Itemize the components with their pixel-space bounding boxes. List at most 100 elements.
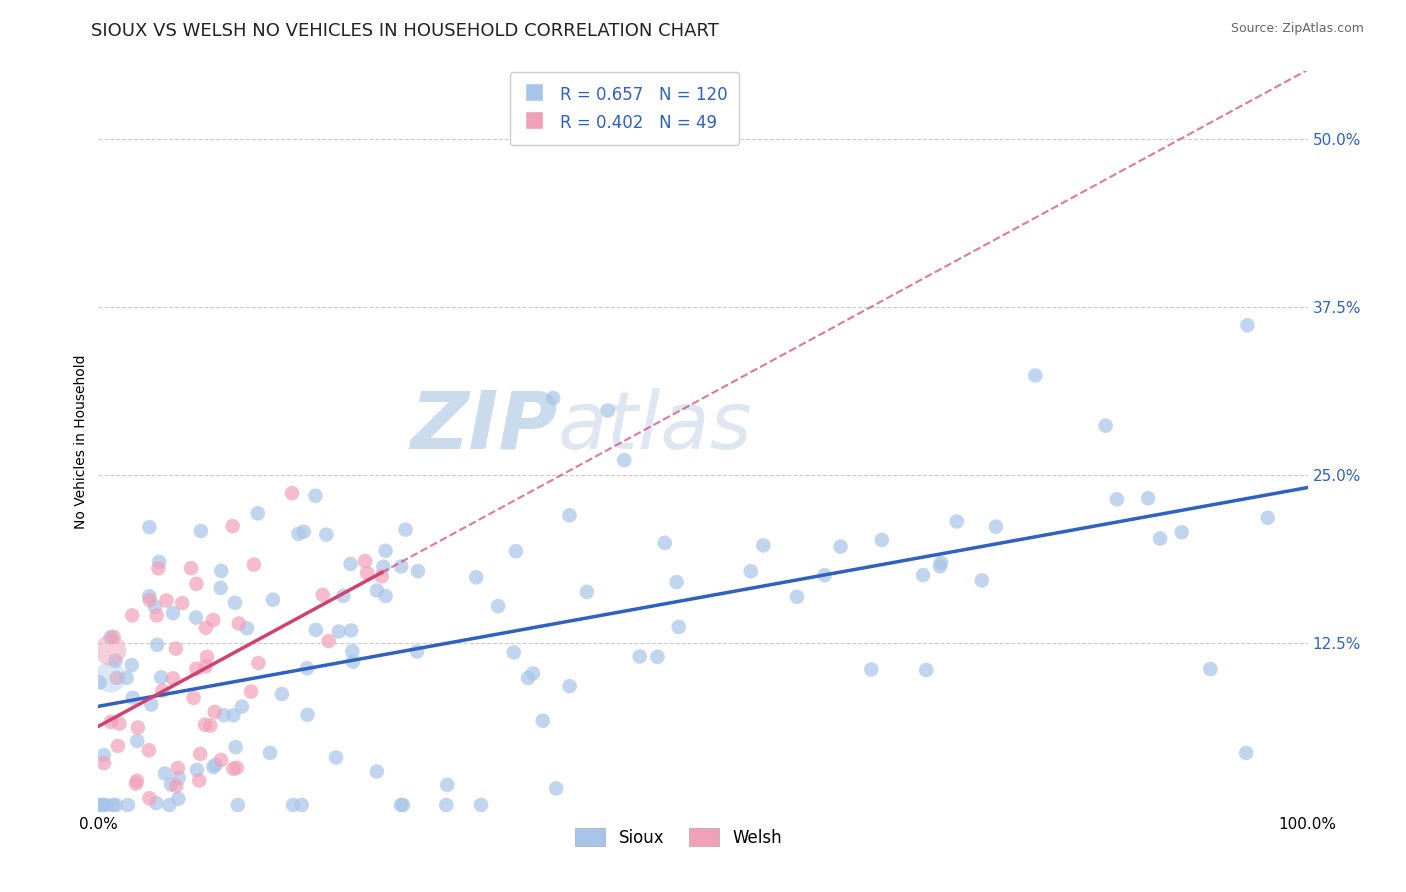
Point — [339, 557, 361, 571]
Point — [228, 616, 250, 631]
Point — [406, 644, 429, 658]
Point — [225, 761, 247, 775]
Point — [188, 747, 211, 761]
Point — [148, 561, 170, 575]
Point — [93, 797, 115, 812]
Point — [172, 596, 194, 610]
Point — [291, 797, 314, 812]
Text: ZIP: ZIP — [411, 388, 558, 466]
Point — [209, 564, 232, 578]
Point — [167, 771, 190, 785]
Point — [328, 624, 350, 639]
Point — [531, 714, 554, 728]
Point — [89, 797, 111, 812]
Point — [436, 778, 458, 792]
Point — [204, 705, 226, 719]
Point — [287, 527, 309, 541]
Point — [325, 750, 347, 764]
Point — [984, 519, 1007, 533]
Point — [101, 797, 124, 812]
Point — [138, 520, 160, 534]
Point — [138, 743, 160, 757]
Point — [141, 698, 163, 712]
Point — [305, 623, 328, 637]
Point — [392, 797, 415, 812]
Point — [502, 645, 524, 659]
Point — [465, 570, 488, 584]
Point — [354, 554, 377, 568]
Point — [546, 781, 568, 796]
Point — [186, 662, 208, 676]
Point — [240, 684, 263, 698]
Point — [929, 556, 952, 570]
Point — [929, 559, 952, 574]
Point — [262, 592, 284, 607]
Point — [204, 757, 226, 772]
Point — [356, 566, 378, 580]
Point — [188, 773, 211, 788]
Point — [613, 453, 636, 467]
Point — [226, 797, 249, 812]
Point — [575, 585, 598, 599]
Point — [312, 588, 335, 602]
Point — [318, 634, 340, 648]
Point — [160, 778, 183, 792]
Point — [1137, 491, 1160, 506]
Point — [115, 671, 138, 685]
Point — [366, 583, 388, 598]
Point — [374, 589, 396, 603]
Point — [222, 762, 245, 776]
Point — [558, 508, 581, 523]
Point — [150, 670, 173, 684]
Point — [373, 559, 395, 574]
Point — [146, 638, 169, 652]
Point — [665, 574, 688, 589]
Point — [915, 663, 938, 677]
Point — [389, 797, 412, 812]
Point — [165, 641, 187, 656]
Point — [522, 666, 544, 681]
Point — [222, 708, 245, 723]
Point — [814, 568, 837, 582]
Point — [127, 734, 149, 748]
Text: atlas: atlas — [558, 388, 752, 466]
Point — [1024, 368, 1046, 383]
Point — [1234, 746, 1257, 760]
Point — [406, 564, 429, 578]
Point — [541, 391, 564, 405]
Point — [786, 590, 808, 604]
Point — [970, 574, 993, 588]
Point — [243, 558, 266, 572]
Point — [870, 533, 893, 547]
Point — [1105, 492, 1128, 507]
Point — [194, 659, 217, 673]
Point — [517, 671, 540, 685]
Point — [104, 654, 127, 668]
Point — [145, 796, 167, 810]
Point — [212, 708, 235, 723]
Point — [505, 544, 527, 558]
Point — [152, 683, 174, 698]
Point — [125, 777, 148, 791]
Point — [628, 649, 651, 664]
Point — [654, 536, 676, 550]
Point — [148, 555, 170, 569]
Point — [1236, 318, 1258, 333]
Point — [162, 672, 184, 686]
Point — [315, 527, 337, 541]
Point — [100, 670, 122, 684]
Y-axis label: No Vehicles in Household: No Vehicles in Household — [75, 354, 89, 529]
Point — [246, 507, 269, 521]
Point — [93, 756, 115, 771]
Point — [247, 656, 270, 670]
Point — [486, 599, 509, 614]
Point — [304, 489, 326, 503]
Point — [209, 753, 232, 767]
Point — [121, 658, 143, 673]
Point — [104, 797, 127, 812]
Point — [186, 576, 208, 591]
Point — [297, 707, 319, 722]
Point — [281, 797, 304, 812]
Point — [231, 699, 253, 714]
Point — [127, 721, 149, 735]
